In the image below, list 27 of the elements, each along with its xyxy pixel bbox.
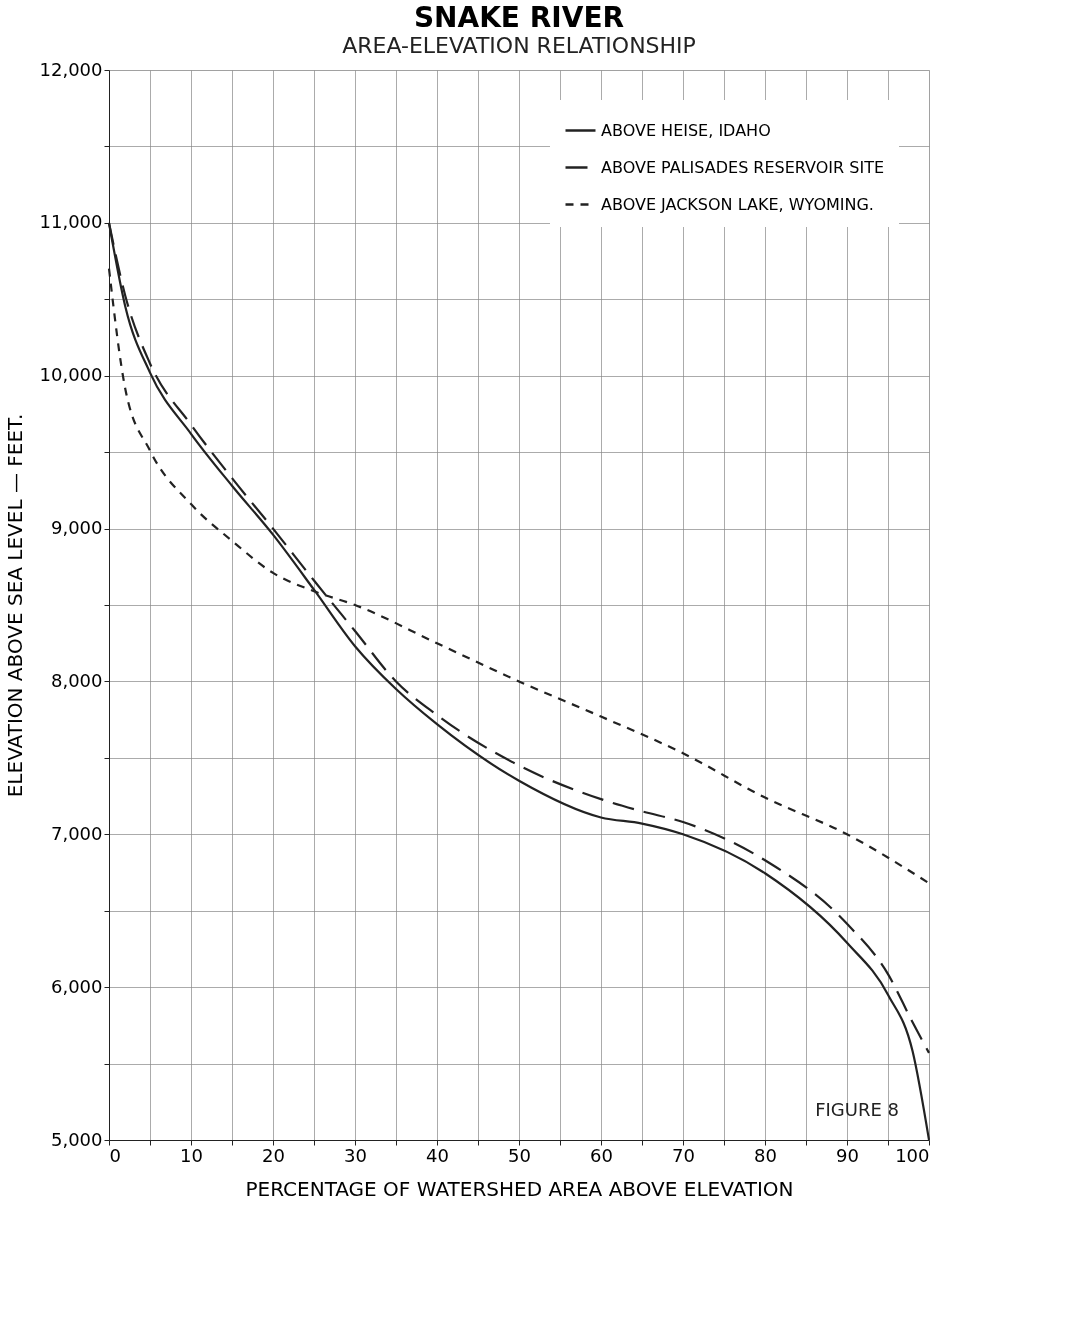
y-tick-label: 11,000 (39, 211, 103, 233)
y-tick-label: 10,000 (39, 364, 103, 386)
y-tick-label: 6,000 (50, 975, 103, 997)
x-tick-label: 100 (895, 1144, 930, 1166)
y-tick-label: 5,000 (50, 1128, 103, 1150)
annotation: FIGURE 8 (815, 1099, 899, 1120)
x-tick-label: 10 (180, 1144, 203, 1166)
x-tick-label: 60 (590, 1144, 613, 1166)
chart-title: SNAKE RIVER (413, 1, 625, 34)
x-tick-label: 50 (508, 1144, 531, 1166)
x-axis-title: PERCENTAGE OF WATERSHED AREA ABOVE ELEVATION (245, 1176, 794, 1201)
y-tick-label: 9,000 (50, 517, 103, 539)
x-tick-label: 80 (754, 1144, 777, 1166)
legend-label: ABOVE HEISE, IDAHO (601, 120, 771, 140)
y-tick-label: 8,000 (50, 669, 103, 691)
legend-label: ABOVE JACKSON LAKE, WYOMING. (601, 194, 874, 214)
x-tick-label: 40 (426, 1144, 449, 1166)
x-tick-label: 20 (262, 1144, 285, 1166)
y-tick-label: 7,000 (50, 822, 103, 844)
x-tick-label: 0 (109, 1144, 121, 1166)
chart-subtitle: AREA-ELEVATION RELATIONSHIP (342, 33, 696, 58)
y-axis-title: ELEVATION ABOVE SEA LEVEL — FEET. (2, 413, 27, 798)
x-tick-label: 90 (836, 1144, 859, 1166)
x-tick-label: 30 (344, 1144, 367, 1166)
legend-label: ABOVE PALISADES RESERVOIR SITE (601, 157, 885, 177)
x-tick-label: 70 (672, 1144, 695, 1166)
y-tick-label: 12,000 (39, 58, 103, 80)
